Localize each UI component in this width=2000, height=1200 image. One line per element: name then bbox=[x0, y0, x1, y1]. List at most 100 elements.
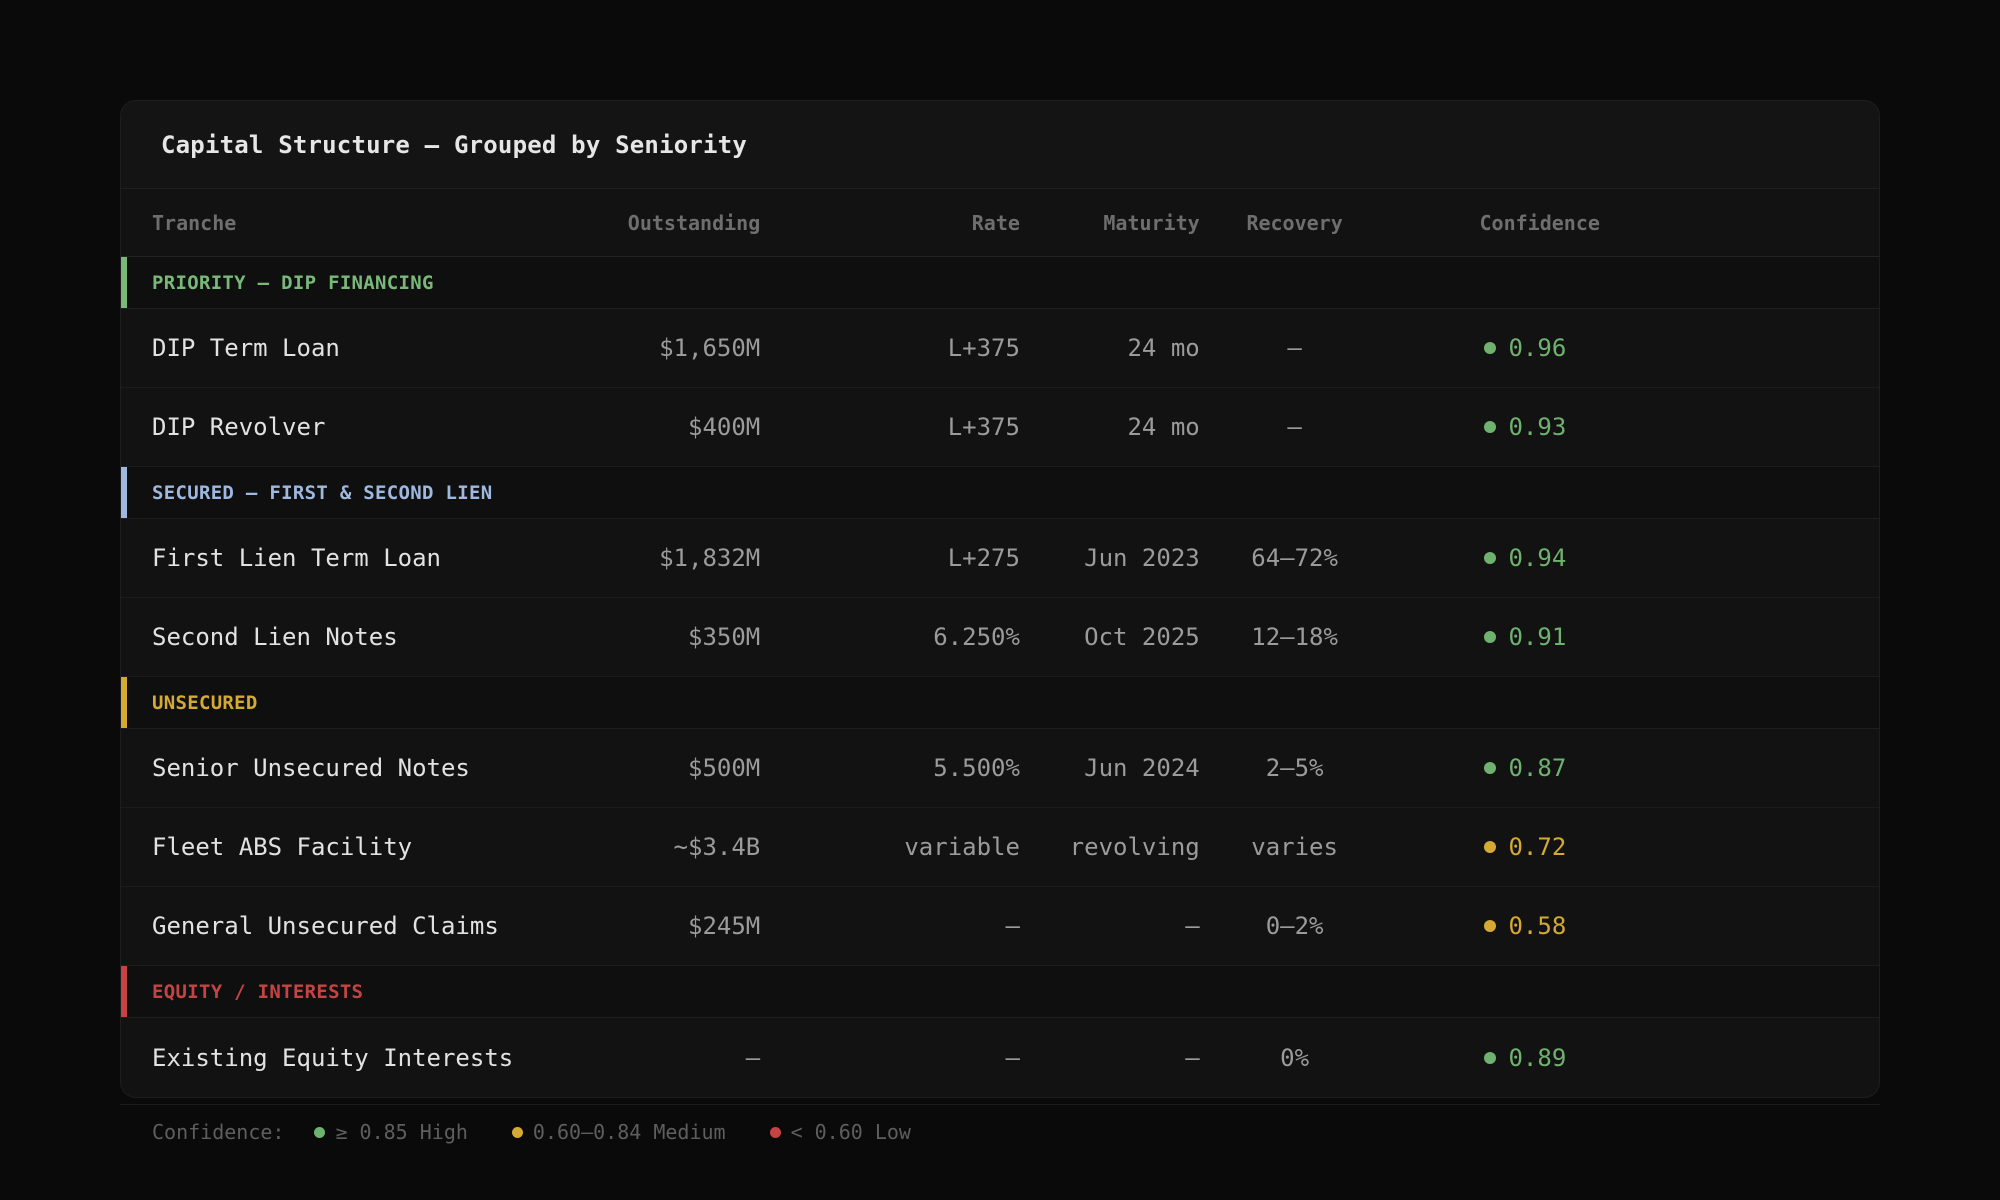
confidence-badge: 0.93 bbox=[1479, 413, 1566, 441]
confidence-cell: 0.89 bbox=[1479, 1044, 1879, 1072]
legend-label: Confidence: bbox=[152, 1120, 285, 1144]
outstanding-value: $350M bbox=[688, 623, 761, 651]
confidence-badge: 0.94 bbox=[1479, 544, 1566, 572]
confidence-cell: 0.93 bbox=[1479, 413, 1879, 441]
status-dot-icon bbox=[1484, 841, 1497, 853]
outstanding-value: — bbox=[745, 1043, 761, 1072]
recovery-value: 0% bbox=[1280, 1043, 1310, 1072]
tranche-name: Existing Equity Interests bbox=[152, 1043, 514, 1072]
legend-item-low: < 0.60 Low bbox=[769, 1120, 911, 1144]
group-header-row: SECURED — FIRST & SECOND LIEN bbox=[121, 467, 1879, 519]
tranche-name: First Lien Term Loan bbox=[152, 544, 441, 572]
status-dot-icon bbox=[1484, 552, 1497, 564]
status-dot-icon bbox=[1484, 920, 1497, 932]
capital-structure-card: Capital Structure — Grouped by Seniority… bbox=[120, 100, 1880, 1098]
maturity-value: 24 mo bbox=[1127, 413, 1200, 441]
table-row[interactable]: Second Lien Notes $350M 6.250% Oct 2025 12–1… bbox=[121, 598, 1879, 677]
column-header-confidence[interactable]: Confidence bbox=[1479, 210, 1600, 235]
confidence-value: 0.89 bbox=[1508, 1043, 1567, 1072]
column-header-recovery[interactable]: Recovery bbox=[1246, 210, 1343, 235]
recovery-value: 12–18% bbox=[1251, 623, 1338, 651]
table-row[interactable]: General Unsecured Claims $245M — — 0–2% 0.58 bbox=[121, 887, 1879, 966]
table-row[interactable]: First Lien Term Loan $1,832M L+275 Jun 2023… bbox=[121, 519, 1879, 598]
confidence-value: 0.93 bbox=[1508, 413, 1567, 441]
status-dot-icon bbox=[769, 1126, 781, 1138]
table-row[interactable]: DIP Revolver $400M L+375 24 mo — 0.93 bbox=[121, 388, 1879, 467]
tranche-name: Senior Unsecured Notes bbox=[152, 754, 470, 782]
rate-value: L+375 bbox=[947, 334, 1020, 362]
rate-value: — bbox=[1005, 912, 1020, 940]
tranche-name: Fleet ABS Facility bbox=[152, 833, 413, 861]
confidence-cell: 0.72 bbox=[1479, 833, 1879, 861]
legend-text-high: ≥ 0.85 High bbox=[335, 1120, 468, 1144]
rate-value: — bbox=[1005, 1043, 1020, 1072]
group-header-row: EQUITY / INTERESTS bbox=[121, 966, 1879, 1018]
confidence-cell: 0.87 bbox=[1479, 754, 1879, 782]
rate-value: L+275 bbox=[947, 544, 1020, 572]
status-dot-icon bbox=[1484, 1051, 1497, 1064]
group-accent-bar bbox=[121, 467, 127, 518]
maturity-value: Jun 2023 bbox=[1084, 544, 1200, 572]
outstanding-value: $1,832M bbox=[659, 544, 761, 572]
tranche-name: General Unsecured Claims bbox=[152, 912, 499, 940]
group-label: SECURED — FIRST & SECOND LIEN bbox=[152, 481, 493, 504]
confidence-badge: 0.87 bbox=[1479, 754, 1566, 782]
confidence-value: 0.94 bbox=[1508, 544, 1567, 572]
recovery-value: varies bbox=[1251, 833, 1338, 861]
status-dot-icon bbox=[1484, 631, 1497, 643]
confidence-badge: 0.96 bbox=[1479, 334, 1566, 362]
recovery-value: 64–72% bbox=[1251, 544, 1338, 572]
confidence-badge: 0.72 bbox=[1479, 833, 1566, 861]
table-row[interactable]: Senior Unsecured Notes $500M 5.500% Jun 202… bbox=[121, 729, 1879, 808]
column-header-rate[interactable]: Rate bbox=[971, 210, 1020, 235]
maturity-value: revolving bbox=[1069, 833, 1200, 861]
table-row[interactable]: DIP Term Loan $1,650M L+375 24 mo — 0.96 bbox=[121, 309, 1879, 388]
rate-value: variable bbox=[904, 833, 1020, 861]
group-accent-bar bbox=[121, 677, 127, 728]
card-title: Capital Structure — Grouped by Seniority bbox=[161, 130, 747, 159]
recovery-value: — bbox=[1287, 413, 1302, 441]
group-header-row: UNSECURED bbox=[121, 677, 1879, 729]
confidence-value: 0.58 bbox=[1508, 912, 1567, 940]
card-header: Capital Structure — Grouped by Seniority bbox=[121, 101, 1879, 189]
outstanding-value: $400M bbox=[688, 413, 761, 441]
recovery-value: — bbox=[1287, 334, 1302, 362]
maturity-value: — bbox=[1185, 1043, 1200, 1072]
column-header-outstanding[interactable]: Outstanding bbox=[627, 210, 761, 235]
column-header-tranche[interactable]: Tranche bbox=[152, 210, 237, 235]
legend-text-medium: 0.60–0.84 Medium bbox=[532, 1120, 726, 1144]
status-dot-icon bbox=[1484, 421, 1497, 433]
maturity-value: 24 mo bbox=[1127, 334, 1200, 362]
outstanding-value: $500M bbox=[688, 754, 761, 782]
group-label: PRIORITY — DIP FINANCING bbox=[152, 271, 434, 294]
outstanding-value: $1,650M bbox=[659, 334, 761, 362]
maturity-value: — bbox=[1185, 912, 1200, 940]
rate-value: 5.500% bbox=[933, 754, 1020, 782]
confidence-value: 0.72 bbox=[1508, 833, 1567, 861]
outstanding-value: ~$3.4B bbox=[673, 833, 761, 861]
status-dot-icon bbox=[1484, 342, 1497, 354]
confidence-value: 0.91 bbox=[1508, 623, 1567, 651]
status-dot-icon bbox=[1484, 762, 1497, 774]
confidence-cell: 0.91 bbox=[1479, 623, 1879, 651]
table-row[interactable]: Existing Equity Interests — — — 0% 0.89 bbox=[121, 1018, 1879, 1097]
column-header-maturity[interactable]: Maturity bbox=[1103, 210, 1200, 235]
confidence-cell: 0.94 bbox=[1479, 544, 1879, 572]
group-label: EQUITY / INTERESTS bbox=[152, 980, 364, 1003]
table-body: PRIORITY — DIP FINANCING DIP Term Loan $1,… bbox=[121, 257, 1879, 1097]
group-label: UNSECURED bbox=[152, 691, 258, 714]
confidence-cell: 0.58 bbox=[1479, 912, 1879, 940]
confidence-legend: Confidence: ≥ 0.85 High 0.60–0.84 Medium… bbox=[152, 1120, 955, 1144]
legend-text-low: < 0.60 Low bbox=[790, 1120, 911, 1144]
tranche-name: Second Lien Notes bbox=[152, 623, 398, 651]
group-accent-bar bbox=[121, 257, 127, 308]
group-accent-bar bbox=[121, 966, 127, 1017]
status-dot-icon bbox=[511, 1126, 523, 1138]
confidence-cell: 0.96 bbox=[1479, 334, 1879, 362]
rate-value: L+375 bbox=[947, 413, 1020, 441]
group-header-row: PRIORITY — DIP FINANCING bbox=[121, 257, 1879, 309]
maturity-value: Jun 2024 bbox=[1084, 754, 1200, 782]
confidence-badge: 0.89 bbox=[1479, 1044, 1566, 1072]
table-row[interactable]: Fleet ABS Facility ~$3.4B variable revolvin… bbox=[121, 808, 1879, 887]
status-dot-icon bbox=[314, 1126, 326, 1138]
